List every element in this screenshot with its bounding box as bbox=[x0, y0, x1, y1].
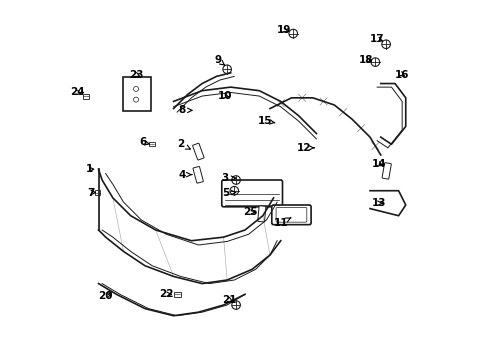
Text: 14: 14 bbox=[371, 159, 386, 169]
FancyBboxPatch shape bbox=[272, 205, 311, 225]
Text: 25: 25 bbox=[243, 207, 258, 217]
Text: 7: 7 bbox=[88, 188, 96, 198]
Text: 17: 17 bbox=[370, 34, 385, 44]
Text: 5: 5 bbox=[222, 188, 236, 198]
FancyBboxPatch shape bbox=[276, 207, 307, 222]
Text: 12: 12 bbox=[296, 143, 314, 153]
FancyBboxPatch shape bbox=[123, 77, 151, 111]
Text: 2: 2 bbox=[177, 139, 190, 149]
FancyBboxPatch shape bbox=[193, 166, 203, 183]
Text: 20: 20 bbox=[98, 291, 113, 301]
FancyBboxPatch shape bbox=[95, 190, 100, 195]
Text: 6: 6 bbox=[140, 138, 150, 148]
Text: 4: 4 bbox=[179, 170, 192, 180]
Text: 24: 24 bbox=[70, 87, 84, 98]
Text: 1: 1 bbox=[86, 164, 94, 174]
Text: 9: 9 bbox=[215, 55, 225, 65]
Text: 23: 23 bbox=[129, 69, 143, 80]
Text: 16: 16 bbox=[395, 69, 410, 80]
Text: 19: 19 bbox=[277, 25, 292, 35]
FancyBboxPatch shape bbox=[173, 292, 181, 297]
Text: 11: 11 bbox=[273, 218, 291, 228]
Text: 18: 18 bbox=[359, 55, 374, 65]
Text: 10: 10 bbox=[218, 91, 233, 101]
FancyBboxPatch shape bbox=[382, 163, 392, 179]
Text: 22: 22 bbox=[159, 289, 173, 299]
Text: 3: 3 bbox=[222, 173, 236, 183]
Text: 15: 15 bbox=[257, 116, 275, 126]
FancyBboxPatch shape bbox=[83, 94, 89, 99]
FancyBboxPatch shape bbox=[258, 206, 266, 222]
FancyBboxPatch shape bbox=[193, 143, 204, 160]
Text: 21: 21 bbox=[221, 295, 236, 305]
FancyBboxPatch shape bbox=[149, 142, 155, 147]
Text: 8: 8 bbox=[179, 105, 192, 115]
Text: 13: 13 bbox=[372, 198, 386, 208]
FancyBboxPatch shape bbox=[222, 180, 283, 207]
